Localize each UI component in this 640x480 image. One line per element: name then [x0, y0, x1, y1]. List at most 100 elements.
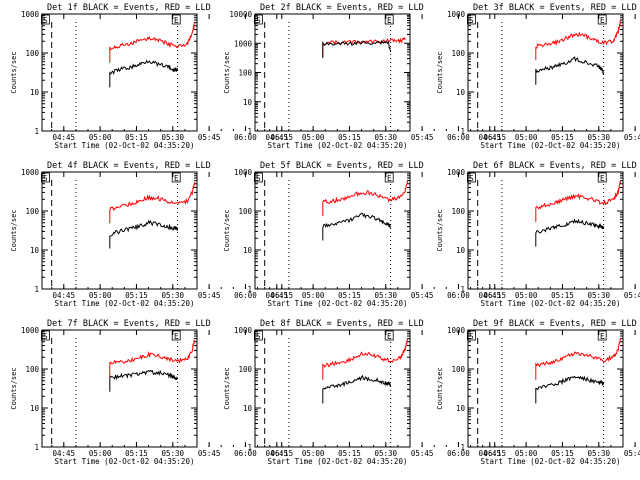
panel-title: Det 5f BLACK = Events, RED = LLD	[260, 161, 424, 171]
y-tick-label: 10	[30, 404, 40, 413]
x-tick-label: 05:15	[338, 291, 361, 300]
x-tick-label: 06:15	[483, 449, 506, 458]
y-tick-label: 10	[30, 88, 40, 97]
x-axis-label: Start Time (02-Oct-02 04:35:20)	[268, 141, 408, 150]
series-events-line	[322, 374, 392, 404]
y-tick-label: 100	[25, 49, 39, 58]
x-axis-label: Start Time (02-Oct-02 04:35:20)	[481, 141, 621, 150]
x-axis-label: Start Time (02-Oct-02 04:35:20)	[55, 457, 195, 466]
y-axis-label: Counts/sec	[436, 209, 444, 251]
panel-det-5: Det 5f BLACK = Events, RED = LLD11010010…	[223, 161, 506, 308]
x-tick-label: 06:15	[270, 291, 293, 300]
y-tick-label: 1	[247, 443, 252, 452]
x-tick-label: 05:30	[161, 449, 184, 458]
marker-label: S	[256, 16, 261, 25]
y-tick-label: 1000	[21, 168, 40, 177]
x-tick-label: 05:45	[411, 133, 434, 142]
panel-title: Det 9f BLACK = Events, RED = LLD	[473, 319, 637, 329]
y-tick-label: 100	[451, 365, 465, 374]
marker-box	[384, 172, 394, 183]
marker-box	[597, 330, 607, 341]
y-axis-label: Counts/sec	[10, 367, 18, 409]
x-tick-label: 06:00	[234, 133, 257, 142]
x-tick-label: 04:45	[266, 449, 289, 458]
marker-box	[41, 14, 50, 25]
plot-frame	[41, 171, 198, 290]
y-tick-label: 1000	[21, 326, 40, 335]
x-tick-label: 06:00	[447, 449, 470, 458]
marker-box	[41, 172, 50, 183]
y-tick-label: 1	[34, 443, 39, 452]
y-tick-label: 10	[30, 246, 40, 255]
y-tick-label: 100	[238, 207, 252, 216]
x-tick-label: 04:45	[53, 133, 76, 142]
marker-label: E	[387, 332, 392, 341]
x-tick-label: 05:00	[515, 291, 538, 300]
x-tick-label: 05:15	[338, 133, 361, 142]
x-tick-label: 05:45	[198, 133, 221, 142]
series-events-line	[322, 39, 392, 58]
x-tick-label: 06:00	[234, 291, 257, 300]
y-tick-label: 100	[238, 69, 252, 78]
y-tick-label: 10	[456, 246, 466, 255]
x-tick-label: 05:15	[551, 133, 574, 142]
plot-frame	[254, 13, 411, 132]
y-tick-label: 1	[247, 285, 252, 294]
x-axis-label: Start Time (02-Oct-02 04:35:20)	[55, 299, 195, 308]
x-tick-label: 06:00	[234, 449, 257, 458]
y-tick-label: 1	[460, 285, 465, 294]
x-tick-label: 05:30	[374, 291, 397, 300]
y-tick-label: 100	[238, 365, 252, 374]
series-lld-line	[535, 337, 621, 380]
marker-box	[467, 172, 476, 183]
marker-box	[171, 14, 181, 25]
panel-title: Det 7f BLACK = Events, RED = LLD	[47, 319, 211, 329]
x-tick-label: 04:45	[479, 133, 502, 142]
marker-label: E	[174, 16, 179, 25]
x-tick-label: 05:15	[338, 449, 361, 458]
y-tick-label: 1000	[21, 10, 40, 19]
marker-box	[41, 330, 50, 341]
x-tick-label: 04:45	[479, 291, 502, 300]
series-lld-line	[322, 37, 406, 58]
panel-det-7: Det 7f BLACK = Events, RED = LLD11010010…	[10, 319, 293, 466]
panel-title: Det 1f BLACK = Events, RED = LLD	[47, 3, 211, 13]
y-axis-label: Counts/sec	[436, 51, 444, 93]
panel-det-6: Det 6f BLACK = Events, RED = LLD 1 10 100 10…	[436, 161, 640, 308]
marker-box	[254, 14, 263, 25]
series-lld-line	[109, 22, 195, 63]
panel-title: Det 3f BLACK = Events, RED = LLD	[473, 3, 637, 13]
y-tick-label: 10	[456, 404, 466, 413]
series-lld-line	[535, 20, 622, 61]
x-tick-label: 06:15	[270, 133, 293, 142]
y-tick-label: 10000	[229, 10, 252, 19]
x-tick-label: 05:00	[89, 291, 112, 300]
y-tick-label: 1	[460, 443, 465, 452]
x-tick-label: 05:30	[587, 449, 610, 458]
y-tick-label: 1	[34, 127, 39, 136]
marker-box	[597, 14, 607, 25]
panel-det-3: Det 3f BLACK = Events, RED = LLD 1 10 100 10…	[436, 3, 640, 150]
marker-label: S	[43, 174, 48, 183]
marker-label: E	[600, 16, 605, 25]
x-axis-label: Start Time (02-Oct-02 04:35:20)	[481, 299, 621, 308]
x-tick-label: 05:15	[551, 291, 574, 300]
x-tick-label: 05:30	[587, 291, 610, 300]
marker-label: E	[174, 174, 179, 183]
x-tick-label: 05:00	[302, 291, 325, 300]
x-tick-label: 05:00	[515, 133, 538, 142]
y-tick-label: 1	[460, 127, 465, 136]
panel-title: Det 8f BLACK = Events, RED = LLD	[260, 319, 424, 329]
x-axis-label: Start Time (02-Oct-02 04:35:20)	[268, 457, 408, 466]
x-tick-label: 06:00	[447, 133, 470, 142]
x-tick-label: 06:00	[447, 291, 470, 300]
y-tick-label: 100	[25, 207, 39, 216]
marker-box	[171, 172, 181, 183]
series-lld-line	[322, 180, 409, 216]
x-tick-label: 04:45	[53, 449, 76, 458]
series-events-line	[535, 218, 605, 247]
marker-box	[467, 330, 476, 341]
x-tick-label: 05:30	[374, 133, 397, 142]
x-tick-label: 06:15	[483, 133, 506, 142]
